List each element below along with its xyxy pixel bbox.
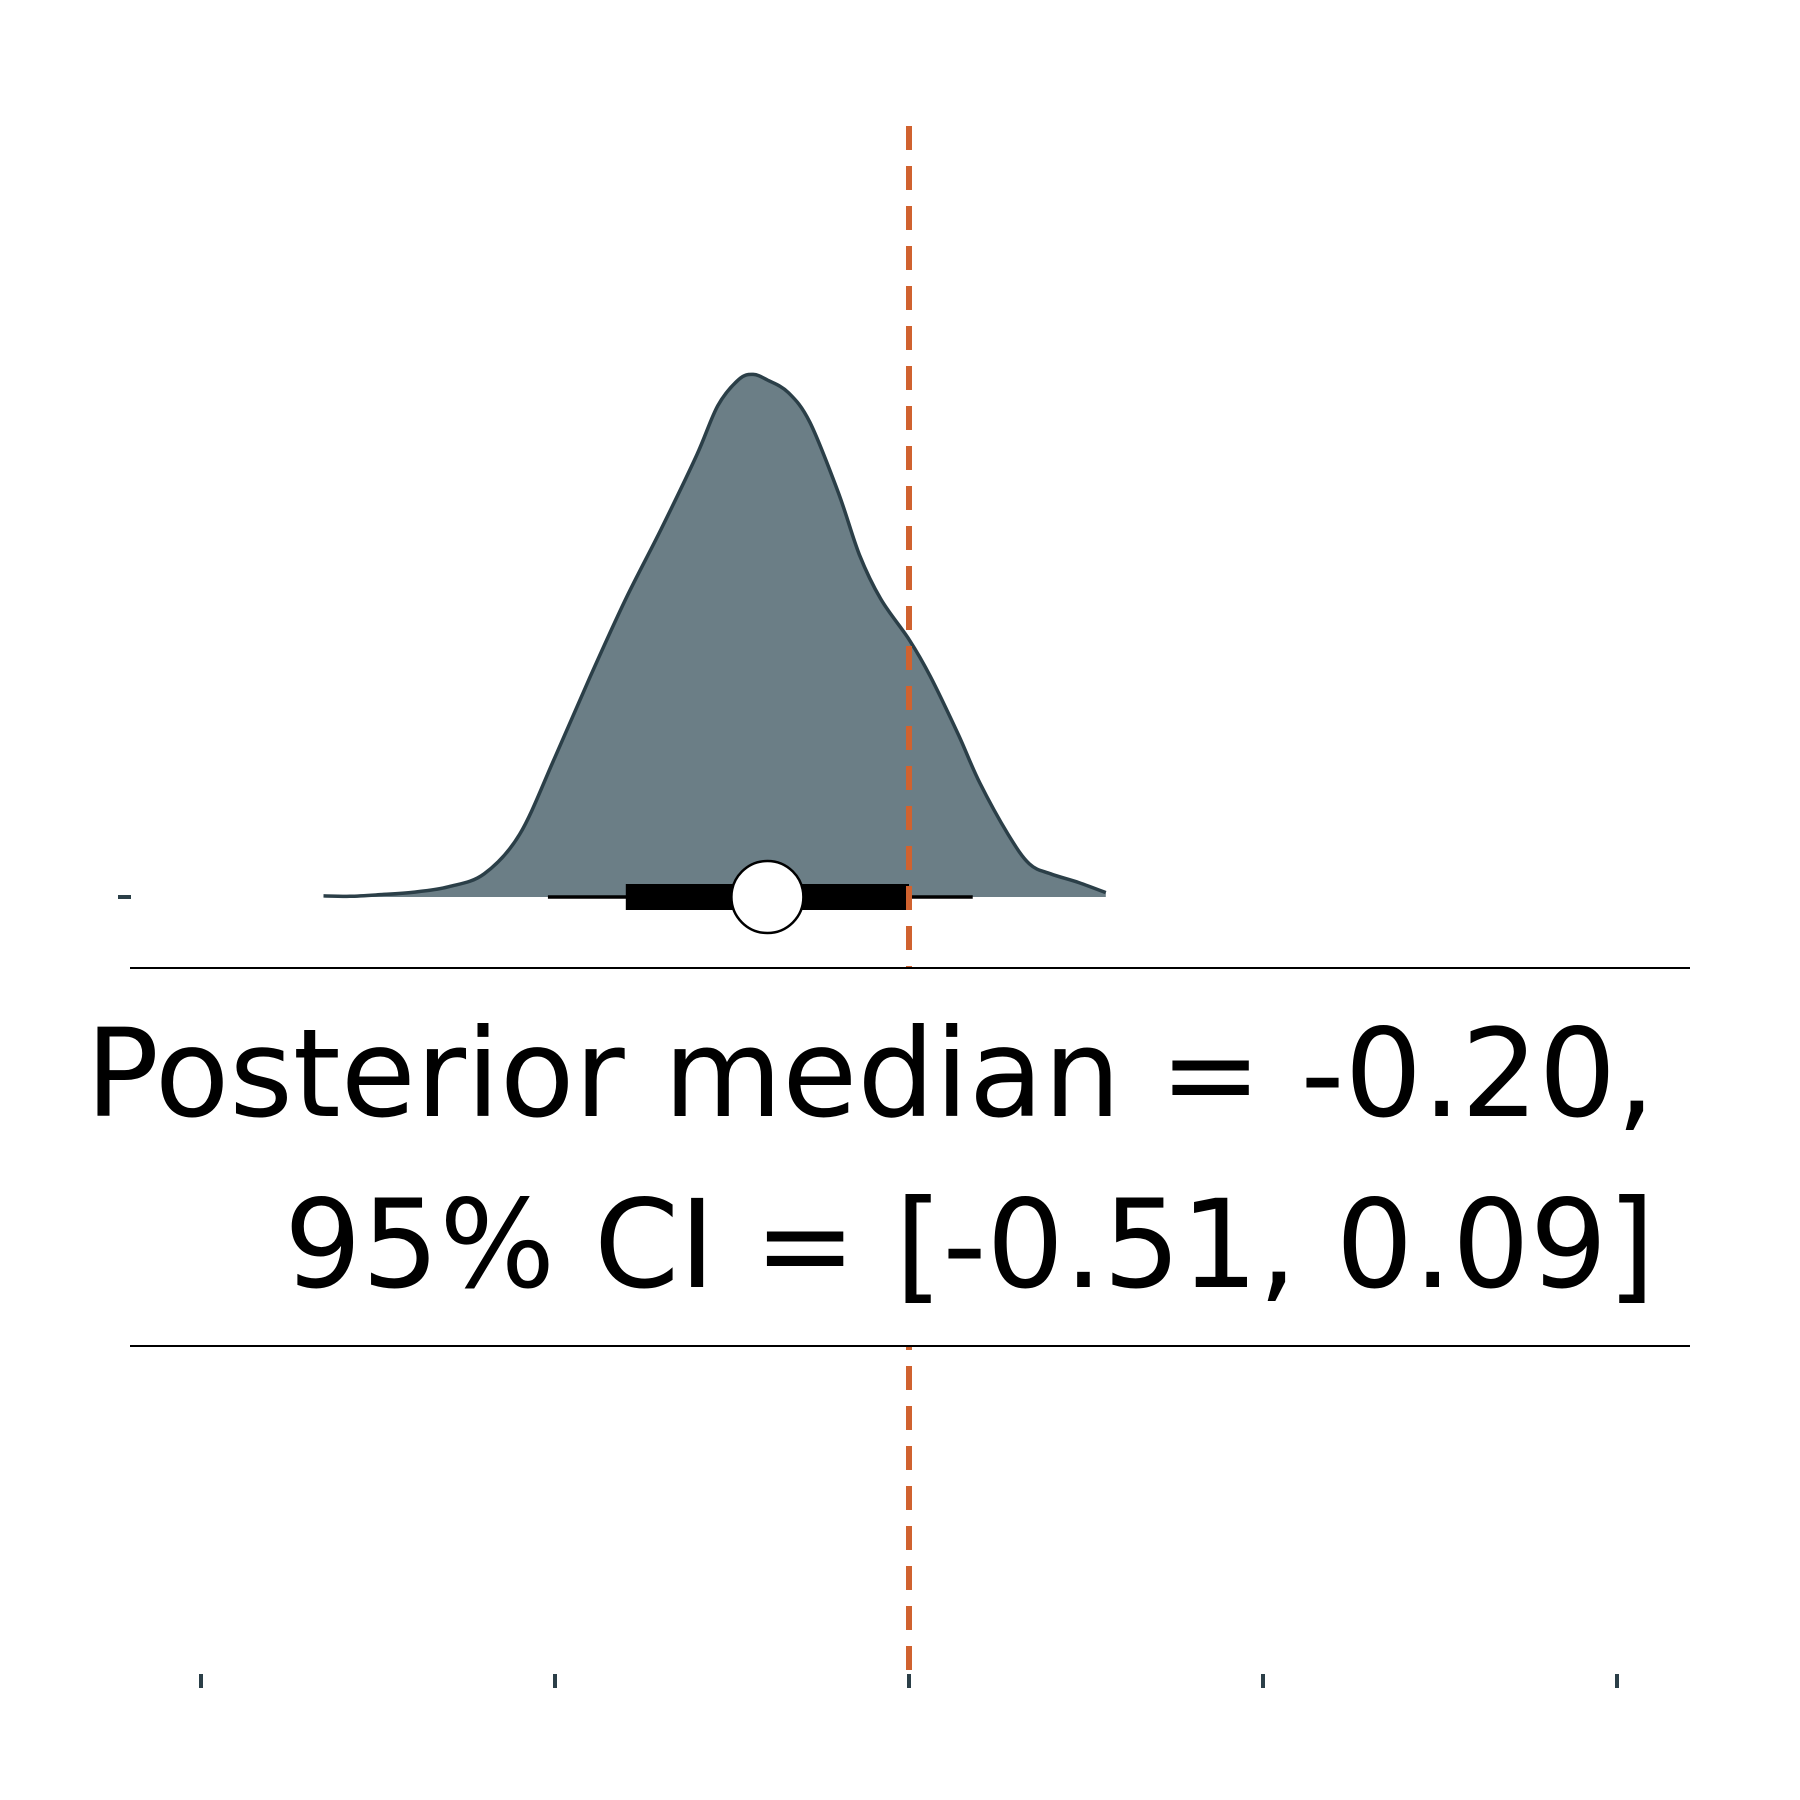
density-outline	[323, 372, 1107, 899]
median-marker	[730, 859, 805, 935]
annotation-background	[130, 968, 1690, 1346]
annotation-box: Posterior median = -0.20, 95% CI = [-0.5…	[86, 967, 1690, 1347]
annotation-line-1: Posterior median = -0.20,	[86, 1003, 1656, 1145]
density-layer	[323, 372, 1107, 899]
interval-layer	[547, 859, 973, 935]
axis-layer	[118, 895, 1619, 1688]
annotation-line-2: 95% CI = [-0.51, 0.09]	[284, 1174, 1655, 1316]
density-fill	[323, 374, 1106, 898]
